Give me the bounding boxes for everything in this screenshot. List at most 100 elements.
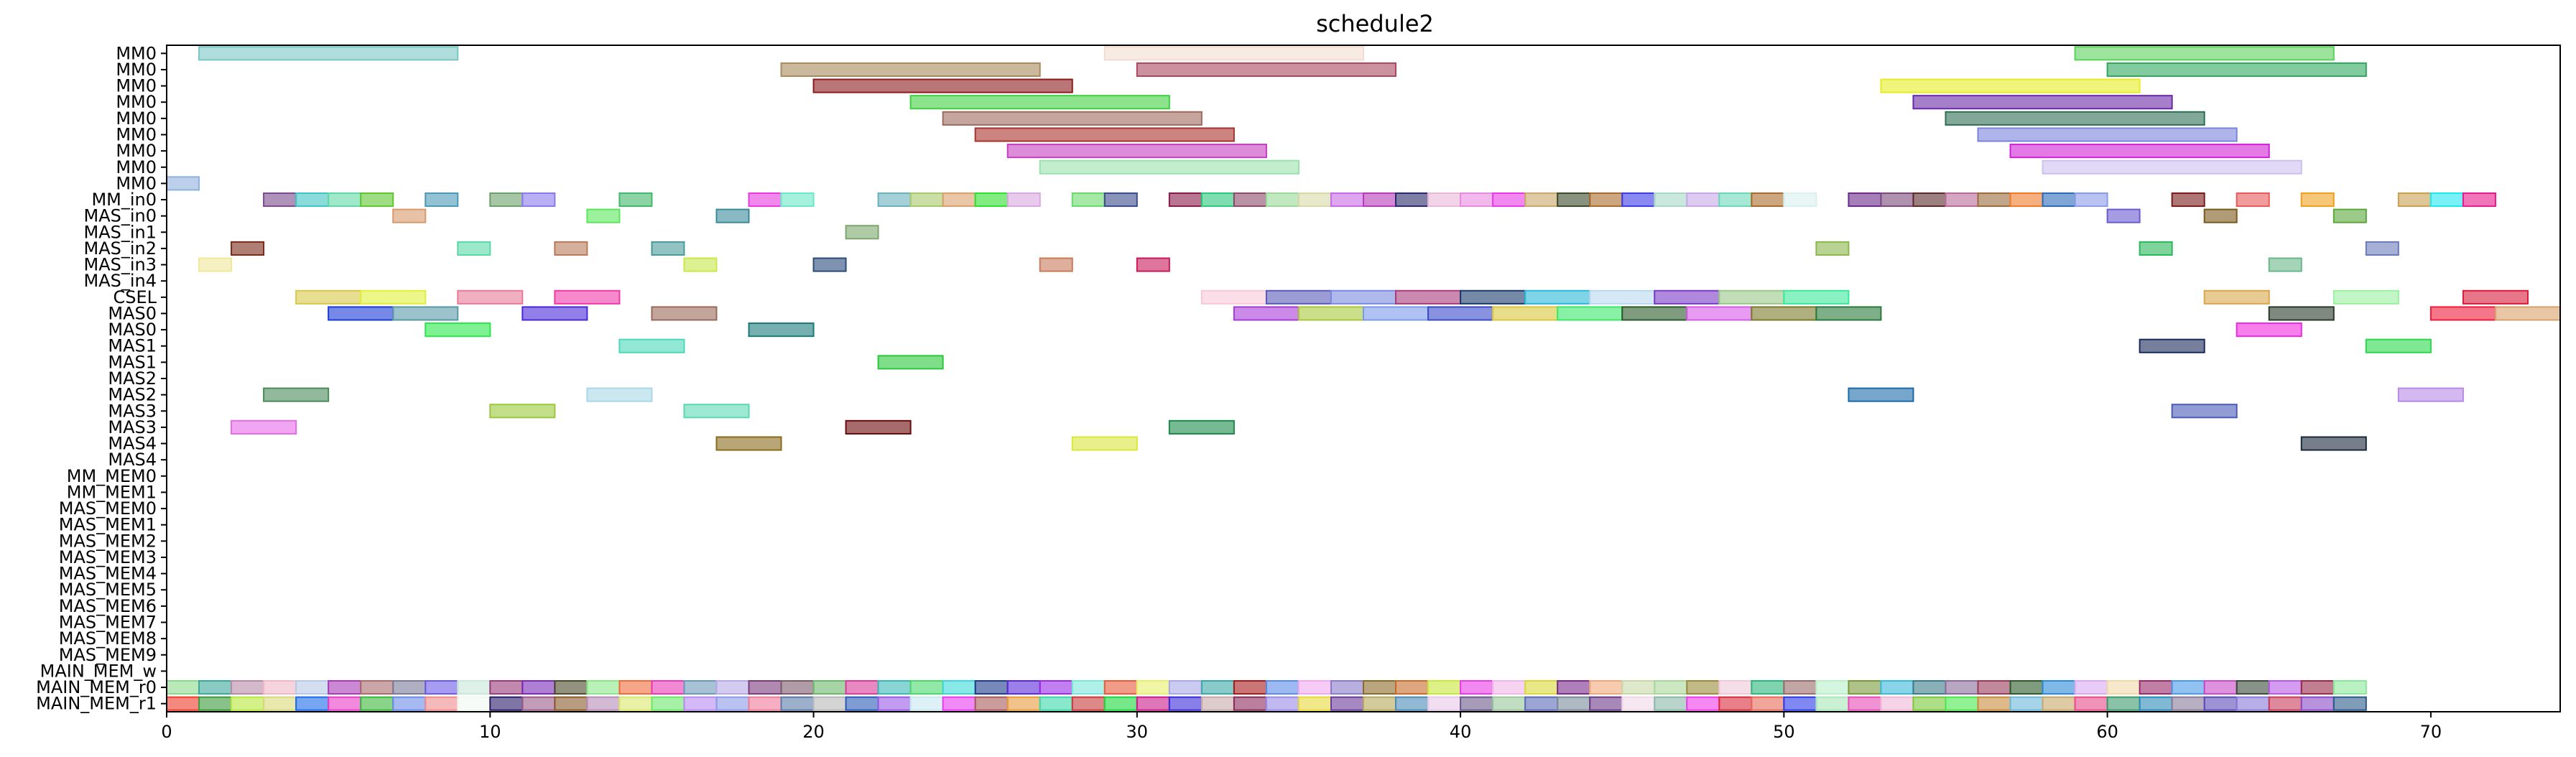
memory-read-bar bbox=[425, 679, 459, 695]
memory-read-bar bbox=[166, 696, 200, 711]
task-bar bbox=[1945, 192, 1979, 208]
task-bar bbox=[812, 78, 1073, 93]
memory-read-bar bbox=[618, 679, 653, 695]
task-bar bbox=[1363, 192, 1397, 208]
task-bar bbox=[2009, 144, 2270, 159]
task-bar bbox=[328, 192, 362, 208]
task-bar bbox=[2365, 338, 2432, 353]
task-bar bbox=[1427, 192, 1462, 208]
memory-read-bar bbox=[1006, 696, 1041, 711]
y-tick-label: MAS_in4 bbox=[83, 271, 157, 291]
memory-read-bar bbox=[1460, 679, 1494, 695]
task-bar bbox=[554, 289, 621, 305]
memory-read-bar bbox=[166, 679, 200, 695]
memory-read-bar bbox=[489, 696, 524, 711]
task-bar bbox=[457, 289, 524, 305]
task-bar bbox=[1654, 192, 1688, 208]
task-bar bbox=[554, 241, 588, 256]
memory-read-bar bbox=[1233, 696, 1267, 711]
y-tick-label: MAS0 bbox=[108, 320, 157, 340]
y-tick-label: MAS2 bbox=[108, 368, 157, 389]
task-bar bbox=[2429, 306, 2496, 321]
task-bar bbox=[877, 355, 944, 370]
y-tick-label: MAS1 bbox=[108, 352, 157, 372]
memory-read-bar bbox=[1977, 679, 2011, 695]
task-bar bbox=[1621, 192, 1656, 208]
task-bar bbox=[974, 192, 1009, 208]
y-tick-label: MM0 bbox=[116, 157, 157, 177]
memory-read-bar bbox=[1136, 679, 1170, 695]
memory-read-bar bbox=[1071, 679, 1106, 695]
task-bar bbox=[2268, 306, 2335, 321]
task-bar bbox=[2106, 62, 2367, 78]
memory-read-bar bbox=[198, 696, 233, 711]
task-bar bbox=[1233, 192, 1267, 208]
task-bar bbox=[1880, 192, 1914, 208]
memory-read-bar bbox=[1977, 696, 2011, 711]
task-bar bbox=[1718, 289, 1785, 305]
memory-read-bar bbox=[942, 679, 976, 695]
task-bar bbox=[1848, 387, 1914, 402]
task-bar bbox=[2139, 241, 2173, 256]
memory-read-bar bbox=[231, 679, 265, 695]
task-bar bbox=[2236, 322, 2302, 338]
memory-read-bar bbox=[1815, 679, 1850, 695]
memory-read-bar bbox=[683, 696, 718, 711]
memory-read-bar bbox=[651, 696, 685, 711]
task-bar bbox=[2042, 159, 2302, 175]
memory-read-bar bbox=[909, 679, 944, 695]
memory-read-bar bbox=[974, 679, 1009, 695]
task-bar bbox=[392, 306, 459, 321]
memory-read-bar bbox=[618, 696, 653, 711]
task-bar bbox=[2074, 46, 2335, 61]
task-bar bbox=[392, 208, 427, 223]
task-bar bbox=[198, 257, 233, 272]
task-bar bbox=[2042, 192, 2076, 208]
y-tick-label: MM0 bbox=[116, 124, 157, 144]
task-bar bbox=[845, 419, 912, 435]
memory-read-bar bbox=[1524, 696, 1559, 711]
task-bar bbox=[1557, 306, 1623, 321]
y-tick-label: MM0 bbox=[116, 173, 157, 193]
memory-read-bar bbox=[392, 679, 427, 695]
task-bar bbox=[1071, 192, 1106, 208]
memory-read-bar bbox=[1751, 679, 1785, 695]
memory-read-bar bbox=[1265, 679, 1299, 695]
task-bar bbox=[1297, 306, 1364, 321]
memory-read-bar bbox=[2171, 679, 2205, 695]
memory-read-bar bbox=[328, 696, 362, 711]
memory-read-bar bbox=[1880, 696, 1914, 711]
memory-read-bar bbox=[295, 679, 330, 695]
y-tick-label: MAS0 bbox=[108, 303, 157, 323]
memory-read-bar bbox=[780, 679, 815, 695]
task-bar bbox=[1718, 192, 1753, 208]
task-bar bbox=[974, 127, 1235, 142]
y-tick-label: MAS3 bbox=[108, 417, 157, 437]
memory-read-bar bbox=[2074, 679, 2108, 695]
y-tick-label: MAIN_MEM_r0 bbox=[36, 677, 157, 697]
memory-read-bar bbox=[1880, 679, 1914, 695]
task-bar bbox=[1427, 306, 1494, 321]
task-bar bbox=[1977, 127, 2238, 142]
memory-read-bar bbox=[2009, 679, 2044, 695]
memory-read-bar bbox=[1621, 696, 1656, 711]
task-bar bbox=[780, 192, 815, 208]
memory-read-bar bbox=[392, 696, 427, 711]
task-bar bbox=[1039, 159, 1299, 175]
task-bar bbox=[2300, 192, 2335, 208]
y-tick-label: MAS_MEM2 bbox=[59, 531, 157, 551]
task-bar bbox=[2074, 192, 2108, 208]
y-tick-label: MM0 bbox=[116, 60, 157, 80]
task-bar bbox=[1912, 95, 2173, 110]
memory-read-bar bbox=[1039, 679, 1073, 695]
task-bar bbox=[909, 192, 944, 208]
task-bar bbox=[1848, 192, 1882, 208]
memory-read-bar bbox=[812, 679, 847, 695]
memory-read-bar bbox=[2042, 696, 2076, 711]
memory-read-bar bbox=[1200, 679, 1235, 695]
memory-read-bar bbox=[1492, 679, 1526, 695]
memory-read-bar bbox=[522, 696, 556, 711]
task-bar bbox=[425, 322, 491, 338]
task-bar bbox=[1168, 192, 1203, 208]
memory-read-bar bbox=[1783, 679, 1817, 695]
